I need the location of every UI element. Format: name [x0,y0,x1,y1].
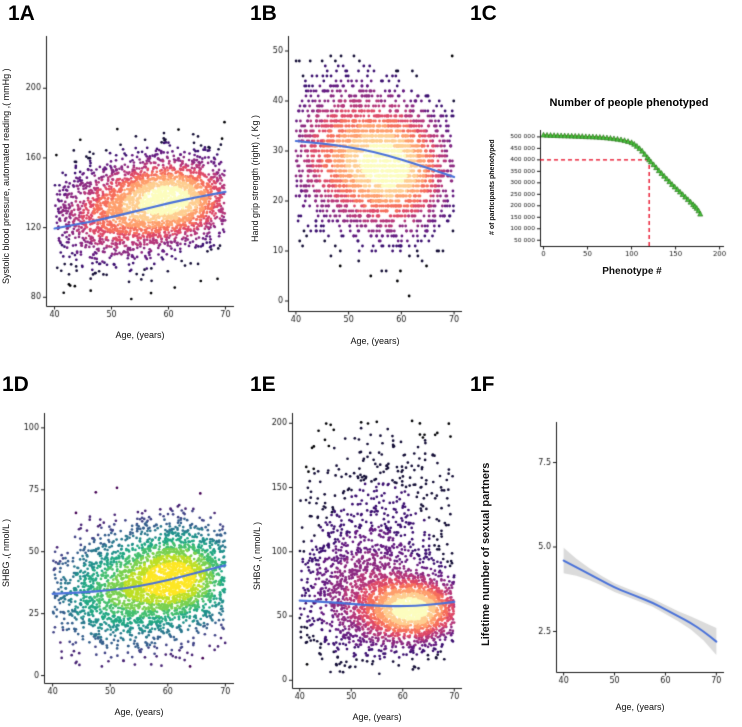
y-axis-label-1f: Lifetime number of sexual partners [480,462,492,646]
y-axis-label-1c: # of participants phenotyped [489,139,496,235]
panel-label-1d: 1D [2,373,29,396]
scatter-plot-shbg-vs-age-viridis [14,403,242,703]
scatter-plot-sbp-vs-age [16,26,242,326]
x-axis-label-1e: Age, (years) [352,712,402,722]
scatter-plot-grip-vs-age [262,26,468,331]
y-axis-label-1d: SHBG ,( nmol/L ) [1,518,11,588]
panel-label-1a: 1A [8,2,35,25]
x-axis-label-1b: Age, (years) [350,336,400,346]
panel-1e: 1E SHBG ,( nmol/L ) Age, (years) [248,365,470,727]
panel-1d: 1D SHBG ,( nmol/L ) Age, (years) [0,365,248,727]
x-axis-label-1c: Phenotype # [602,266,662,277]
x-axis-label-1a: Age, (years) [115,330,165,340]
x-axis-label-1d: Age, (years) [114,707,164,717]
smooth-line-partners-vs-age [528,410,736,698]
panel-1a: 1A Systolic blood pressure, automated re… [0,0,248,365]
panel-1f: 1F Lifetime number of sexual partners Ag… [470,365,742,727]
line-plot-participants-vs-phenotype [504,118,734,264]
panel-1b: 1B Hand grip strength (right) ,( Kg ) Ag… [248,0,470,365]
scatter-plot-shbg-vs-age-magma [264,403,468,708]
panel-label-1f: 1F [470,373,495,396]
panel-label-1c: 1C [470,2,497,25]
chart-title-1c: Number of people phenotyped [549,97,709,109]
y-axis-label-1a: Systolic blood pressure, automated readi… [1,68,11,284]
panel-label-1b: 1B [250,2,277,25]
panel-label-1e: 1E [250,373,276,396]
x-axis-label-1f: Age, (years) [615,702,665,712]
panel-1c: 1C Number of people phenotyped # of part… [470,0,742,365]
